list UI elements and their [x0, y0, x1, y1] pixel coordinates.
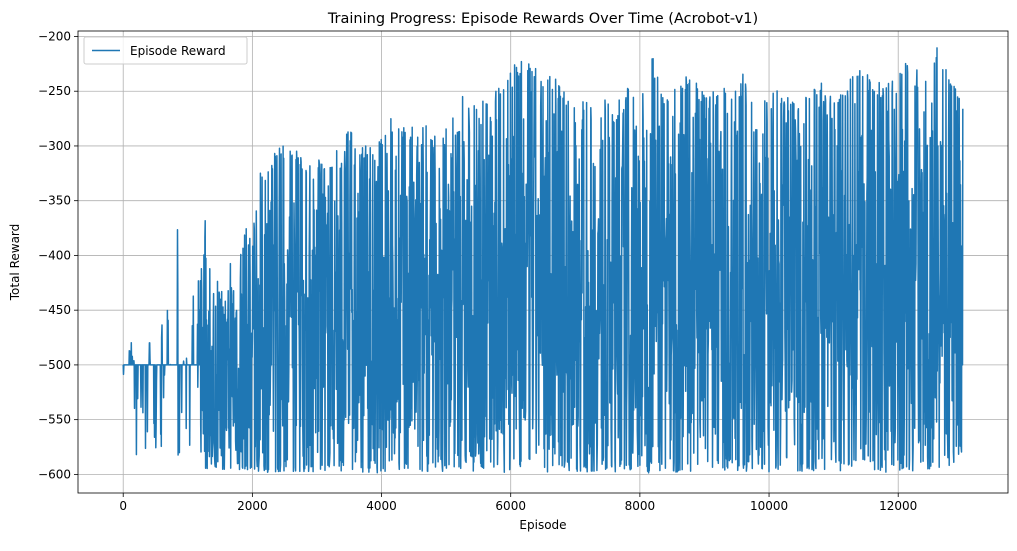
y-tick-label: −200: [38, 29, 71, 43]
x-axis-title: Episode: [519, 518, 566, 532]
legend-box: [83, 36, 248, 65]
y-tick-label: −500: [38, 358, 71, 372]
chart-title: Training Progress: Episode Rewards Over …: [327, 11, 758, 27]
x-tick-label: 2000: [237, 499, 268, 513]
x-tick-label: 6000: [495, 499, 526, 513]
x-tick-label: 10000: [750, 499, 788, 513]
x-tick-label: 0: [119, 499, 127, 513]
y-axis-title: Total Reward: [8, 224, 22, 302]
y-tick-label: −550: [38, 413, 71, 427]
series-layer: [122, 47, 964, 474]
legend: Episode Reward: [83, 36, 248, 65]
x-tick-label: 4000: [366, 499, 397, 513]
y-tick-label: −450: [38, 303, 71, 317]
axis-ticks: 0 2000 4000 6000 8000 10000 12000 −600 −550 −500 −…: [38, 29, 917, 513]
y-tick-label: −400: [38, 248, 71, 262]
plot-frame: [77, 30, 1009, 494]
y-tick-label: −350: [38, 194, 71, 208]
x-tick-label: 8000: [625, 499, 656, 513]
x-tick-label: 12000: [879, 499, 917, 513]
series-line-episode-reward: [122, 47, 964, 474]
y-tick-label: −250: [38, 84, 71, 98]
y-tick-label: −300: [38, 139, 71, 153]
legend-label: Episode Reward: [130, 44, 226, 58]
y-tick-label: −600: [38, 467, 71, 481]
